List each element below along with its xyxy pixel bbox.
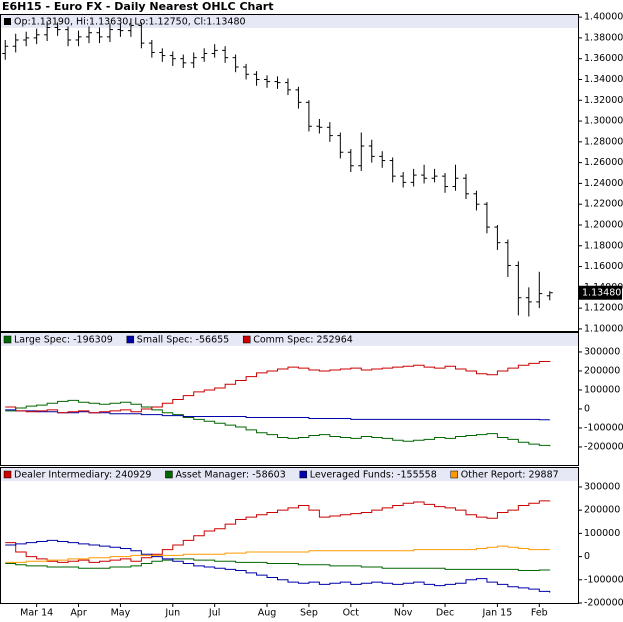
y-tick-label: 1.38000 [584, 32, 623, 43]
y-tick-label: -200000 [584, 441, 623, 452]
legend-swatch [165, 470, 173, 479]
legend-label: Asset Manager: -58603 [175, 470, 285, 481]
header-icon [4, 18, 11, 25]
y-tick-label: 1.18000 [584, 240, 623, 251]
legend-swatch [299, 470, 308, 479]
chart-title: E6H15 - Euro FX - Daily Nearest OHLC Cha… [2, 0, 273, 13]
x-tick-label: Jun [164, 608, 180, 619]
legend-label: Other Report: 29887 [461, 470, 559, 481]
x-tick-label: Oct [343, 608, 360, 619]
legend-label: Small Spec: -56655 [137, 335, 229, 346]
y-tick-label: 0 [584, 403, 590, 414]
legend-bar [1, 333, 578, 346]
y-tick-label: 100000 [584, 528, 620, 539]
legend-swatch [450, 470, 459, 479]
series-line [5, 545, 551, 563]
series-line [5, 399, 551, 447]
x-tick-label: Mar 14 [20, 608, 53, 619]
legend-swatch [3, 335, 12, 344]
last-price-label: 1.13480 [582, 287, 621, 298]
y-tick-label: 1.36000 [584, 53, 623, 64]
series-line [5, 558, 551, 572]
panel-frame [0, 332, 579, 466]
y-tick-label: 1.24000 [584, 178, 623, 189]
y-tick-label: -100000 [584, 574, 623, 585]
header-bar [1, 15, 578, 28]
x-tick-label: Jan 15 [482, 608, 513, 619]
series-line [5, 360, 551, 414]
y-tick-label: 0 [584, 551, 590, 562]
legend-label: Dealer Intermediary: 240929 [14, 470, 151, 481]
y-tick-label: -200000 [584, 598, 623, 609]
x-tick-label: Apr [70, 608, 87, 619]
x-tick-label: Sep [300, 608, 318, 619]
series-line [5, 539, 551, 593]
panel-frame [0, 467, 579, 604]
y-tick-label: 1.26000 [584, 157, 623, 168]
legend-swatch [126, 335, 135, 344]
legend-label: Comm Spec: 252964 [253, 335, 353, 346]
y-tick-label: 200000 [584, 365, 620, 376]
y-tick-label: 1.12000 [584, 303, 623, 314]
x-tick-label: Nov [394, 608, 413, 619]
y-tick-label: 300000 [584, 481, 620, 492]
y-tick-label: 1.22000 [584, 199, 623, 210]
y-tick-label: 1.34000 [584, 74, 623, 85]
legend-label: Large Spec: -196309 [14, 335, 113, 346]
y-tick-label: 100000 [584, 384, 620, 395]
x-tick-label: Dec [436, 608, 454, 619]
y-tick-label: 1.32000 [584, 95, 623, 106]
y-tick-label: 1.10000 [584, 323, 623, 334]
panel-frame [0, 14, 579, 332]
y-tick-label: 1.30000 [584, 116, 623, 127]
y-tick-label: 1.16000 [584, 261, 623, 272]
header-text: Op:1.13190, Hi:1.13630, Lo:1.12750, Cl:1… [14, 17, 246, 28]
x-tick-label: May [111, 608, 131, 619]
legend-swatch [242, 335, 251, 344]
x-tick-label: Aug [258, 608, 277, 619]
y-tick-label: 1.28000 [584, 136, 623, 147]
legend-bar [1, 468, 578, 481]
y-tick-label: 1.20000 [584, 219, 623, 230]
legend-label: Leveraged Funds: -155558 [310, 470, 437, 481]
x-tick-label: Jul [208, 608, 220, 619]
y-tick-label: 300000 [584, 346, 620, 357]
y-tick-label: -100000 [584, 422, 623, 433]
last-price-box [579, 285, 622, 300]
y-tick-label: 1.40000 [584, 12, 623, 23]
legend-swatch [3, 470, 12, 479]
series-line [5, 500, 551, 563]
y-tick-label: 200000 [584, 505, 620, 516]
x-tick-label: Feb [531, 608, 548, 619]
